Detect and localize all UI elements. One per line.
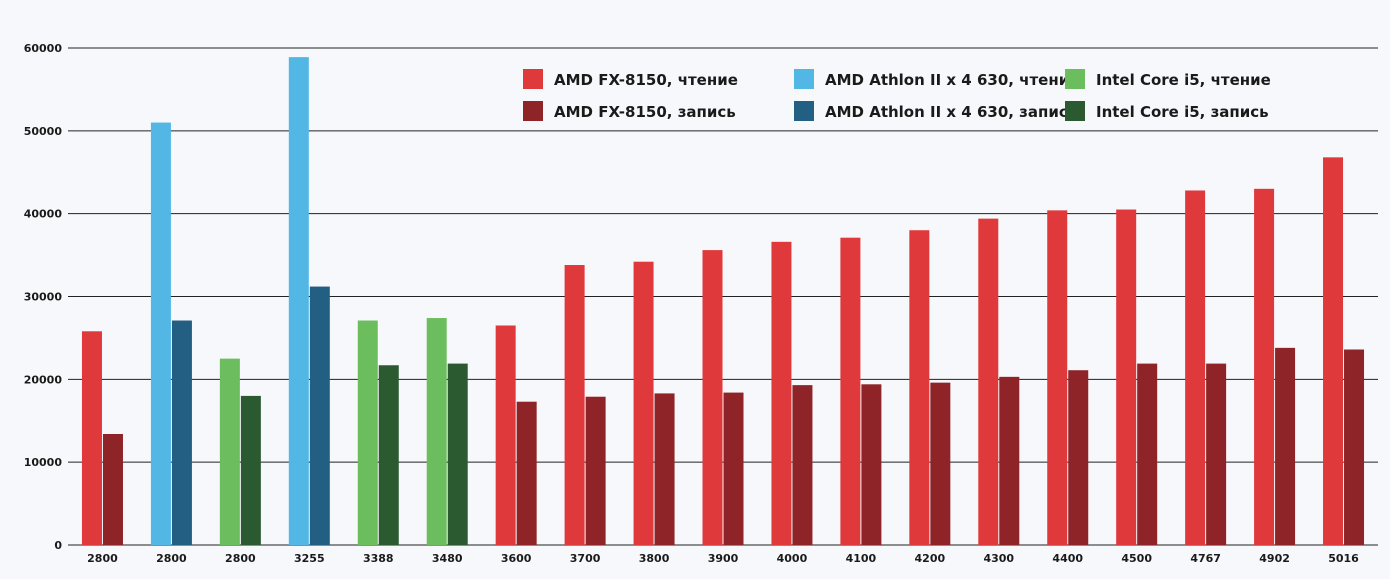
bar [564,265,585,545]
bar [378,365,399,545]
legend-label: AMD Athlon II x 4 630, запись [825,103,1077,121]
y-tick-label: 20000 [24,373,63,386]
bar [792,385,813,545]
bar [102,434,123,545]
bar [1344,349,1365,545]
legend-label: AMD FX-8150, чтение [554,71,738,89]
bar [1047,210,1068,545]
legend-swatch [794,69,814,89]
bar [1116,209,1137,545]
x-tick-label: 4200 [915,552,946,565]
bar [1323,157,1344,545]
bar [771,241,792,545]
x-tick-label: 3900 [708,552,739,565]
bar [426,318,447,545]
bar [1254,188,1275,546]
legend-swatch [1065,69,1085,89]
bar [909,230,930,545]
x-tick-label: 4300 [983,552,1014,565]
bar [357,320,378,545]
legend-swatch [1065,101,1085,121]
bar [978,218,999,546]
bar [150,122,171,546]
x-tick-label: 3255 [294,552,325,565]
legend-swatch [523,101,543,121]
bar [1068,370,1089,545]
x-tick-label: 4400 [1052,552,1083,565]
y-tick-label: 10000 [24,456,63,469]
legend-label: AMD Athlon II x 4 630, чтение [825,71,1079,89]
y-tick-label: 50000 [24,125,63,138]
x-tick-label: 4902 [1259,552,1290,565]
legend-label: Intel Core i5, чтение [1096,71,1271,89]
y-tick-label: 40000 [24,208,63,221]
bar [240,395,261,545]
legend-label: Intel Core i5, запись [1096,103,1269,121]
bar [702,250,723,545]
bar [633,261,654,545]
legend-swatch [523,69,543,89]
bar [447,363,468,545]
x-tick-label: 2800 [225,552,256,565]
x-tick-label: 3480 [432,552,463,565]
bar [1275,347,1296,545]
bar [1185,190,1206,545]
x-tick-label: 3800 [639,552,670,565]
x-tick-label: 5016 [1328,552,1359,565]
bar [516,401,537,545]
bar [999,376,1020,545]
y-tick-label: 60000 [24,42,63,55]
bar [585,396,606,545]
legend-label: AMD FX-8150, запись [554,103,736,121]
x-tick-label: 4000 [777,552,808,565]
x-tick-label: 2800 [87,552,118,565]
bar [654,393,675,545]
bar [288,57,309,546]
bar [1137,363,1158,545]
bar [171,320,192,545]
y-tick-label: 30000 [24,291,63,304]
legend-swatch [794,101,814,121]
bar [309,286,330,545]
x-tick-label: 4100 [846,552,877,565]
bar [219,358,240,545]
bar [81,331,102,545]
x-tick-label: 3388 [363,552,394,565]
y-tick-label: 0 [54,539,62,552]
bar [930,382,951,545]
bar [723,392,744,545]
x-tick-label: 2800 [156,552,187,565]
x-tick-label: 3700 [570,552,601,565]
x-tick-label: 3600 [501,552,532,565]
bar [1206,363,1227,545]
bar [861,384,882,545]
x-tick-label: 4500 [1121,552,1152,565]
bar [495,325,516,545]
bar [840,237,861,545]
x-tick-label: 4767 [1190,552,1221,565]
